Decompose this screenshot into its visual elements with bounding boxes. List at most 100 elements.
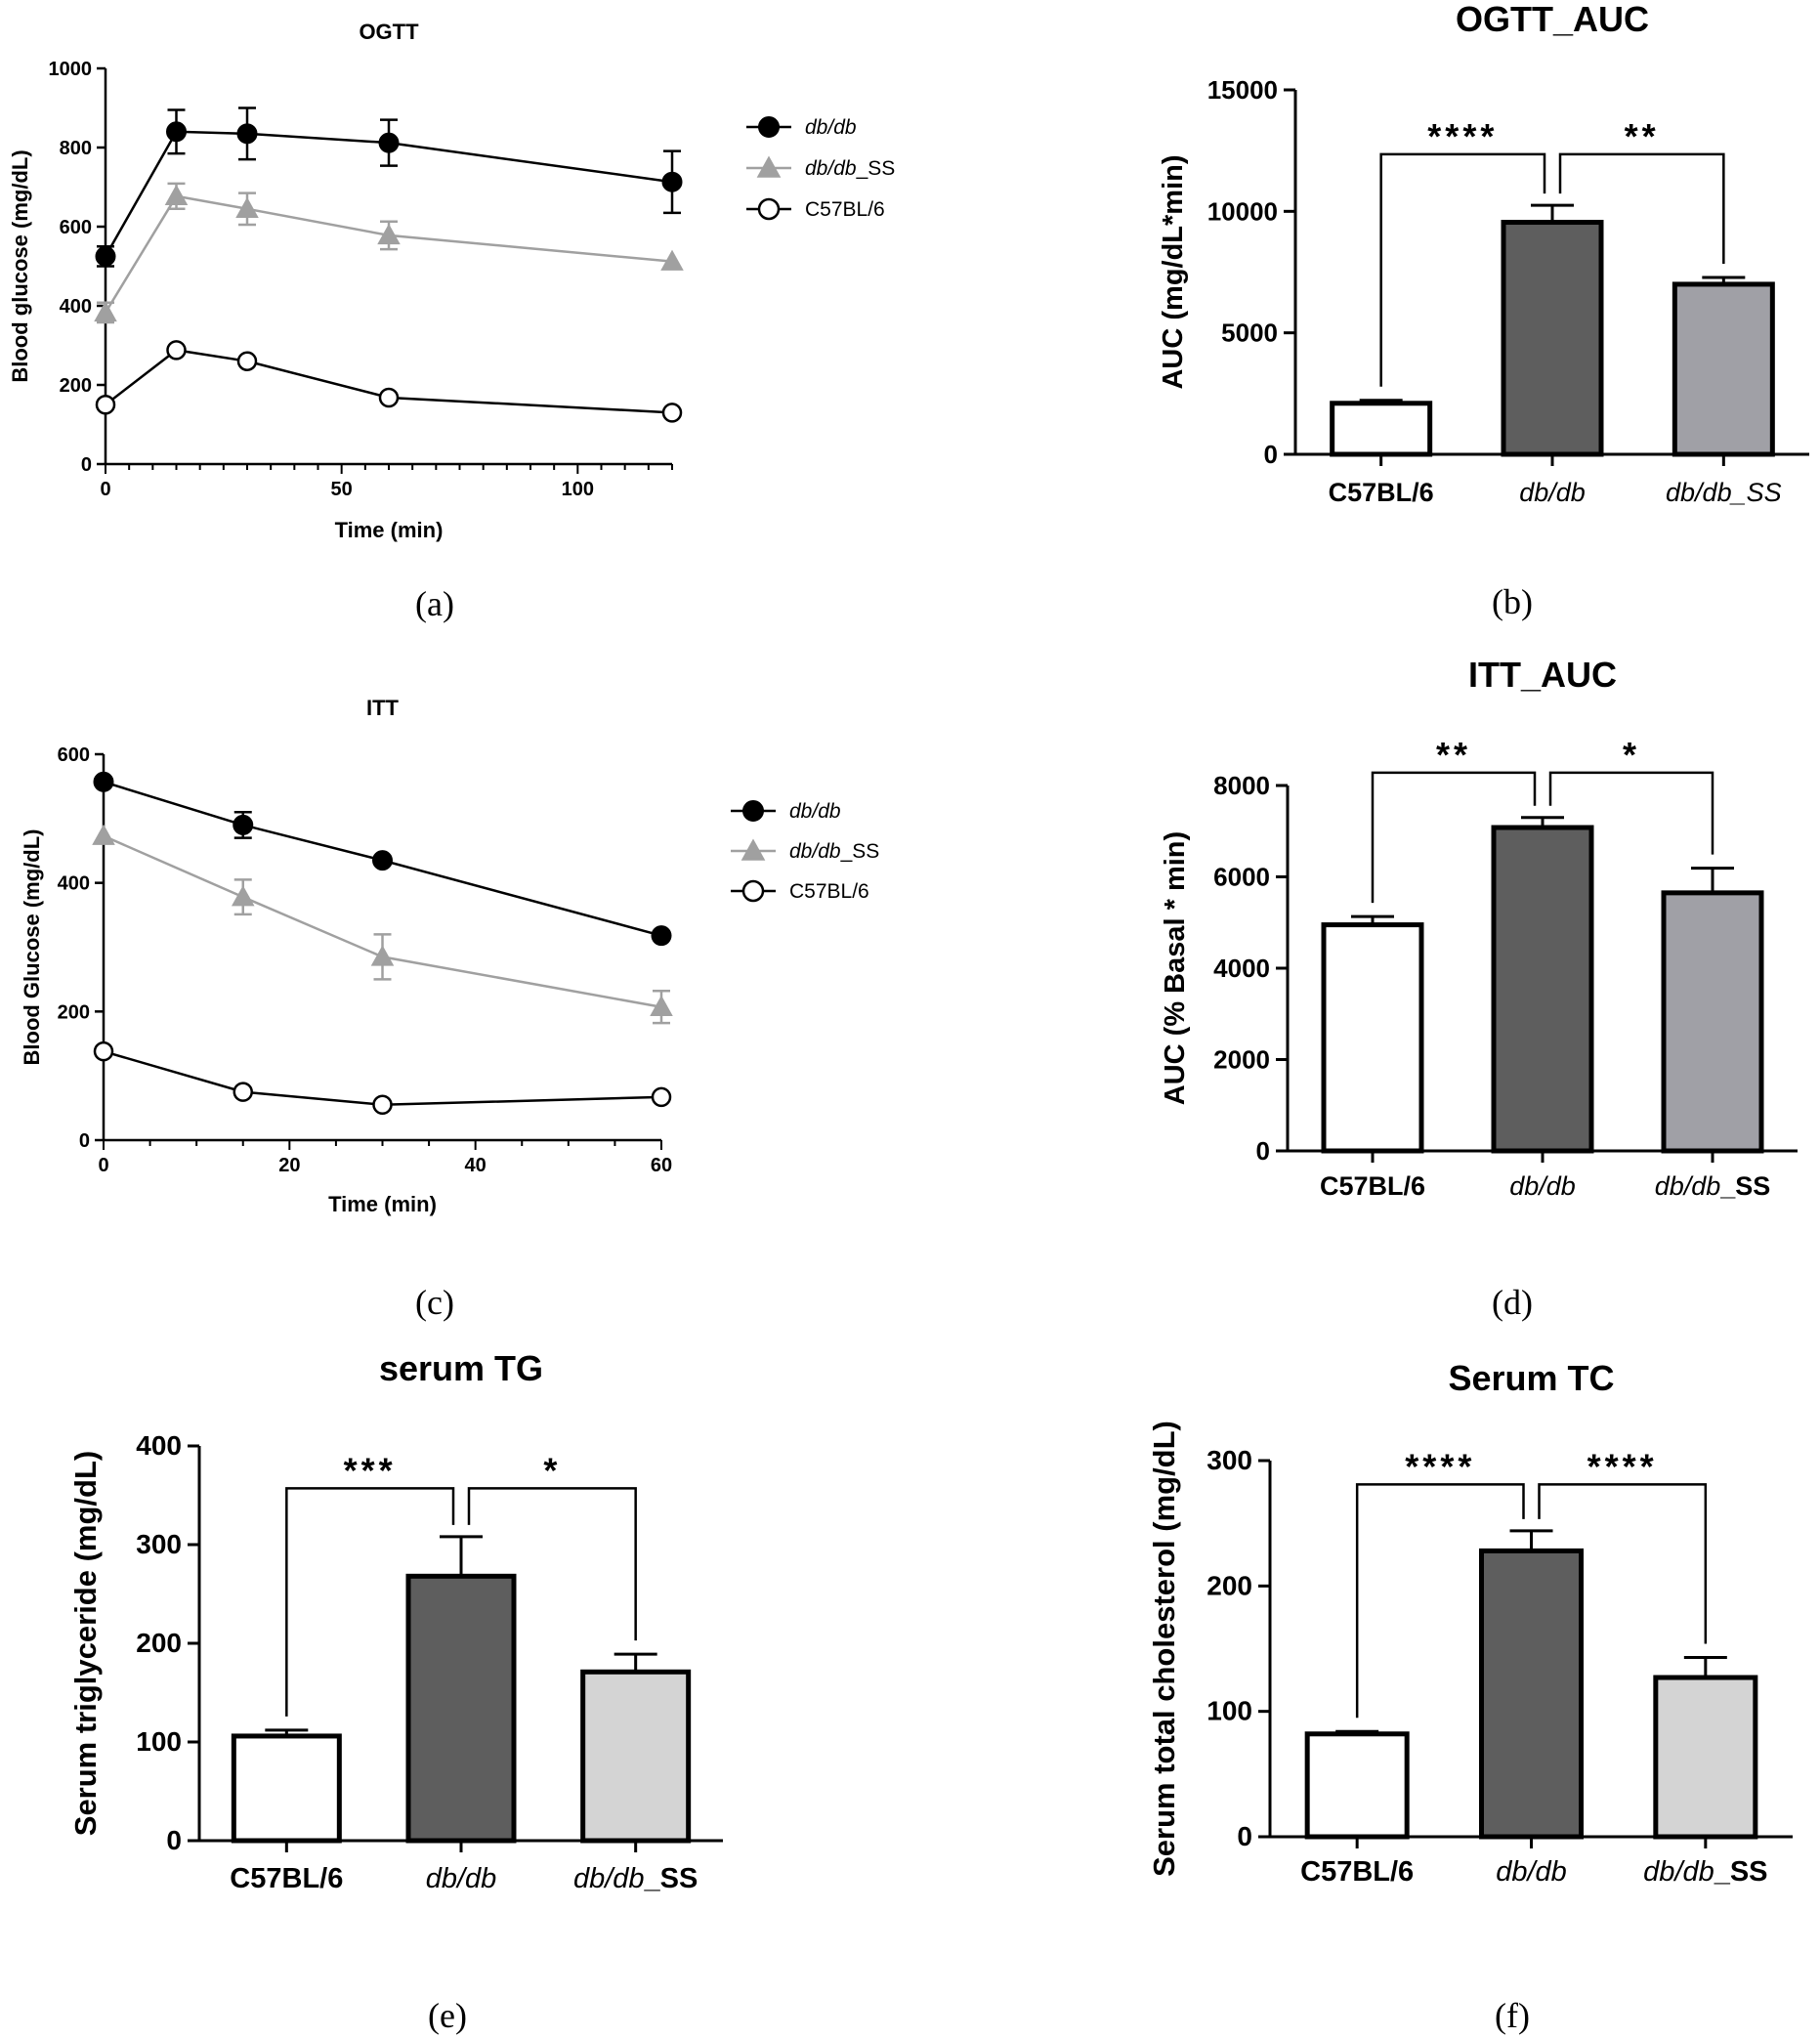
y-tick-label: 600 bbox=[60, 217, 92, 238]
bar-db/db_SS bbox=[580, 1669, 692, 1844]
significance-bracket bbox=[1379, 152, 1546, 387]
y-tick-label: 15000 bbox=[1207, 75, 1278, 105]
x-tick-label-suffix: _SS bbox=[1719, 1171, 1770, 1201]
legend-label: db/db bbox=[789, 800, 841, 823]
y-tick-label: 0 bbox=[1256, 1136, 1270, 1166]
x-tick-label: db/db_SS bbox=[1655, 1171, 1771, 1201]
data-point bbox=[377, 223, 401, 245]
bar-C57BL/6 bbox=[1304, 1731, 1410, 1840]
x-axis-label: Time (min) bbox=[328, 1192, 437, 1216]
data-point bbox=[378, 132, 400, 153]
bar-C57BL/6 bbox=[1321, 922, 1424, 1154]
y-tick-label: 300 bbox=[1206, 1445, 1252, 1475]
legend-label-main: db/db bbox=[789, 800, 841, 823]
x-tick-label: C57BL/6 bbox=[230, 1863, 343, 1894]
panel-caption: (d) bbox=[1492, 1283, 1533, 1322]
significance-bracket bbox=[1355, 1483, 1525, 1719]
data-point bbox=[95, 395, 116, 415]
chart-c: ITT 0 200 400 600 0 20 40 60 Time (min) Blood Gluc… bbox=[20, 696, 879, 1322]
x-tick-label-main: db/db bbox=[1509, 1171, 1576, 1201]
x-tick-label: C57BL/6 bbox=[1320, 1171, 1425, 1201]
y-tick-label: 1000 bbox=[49, 59, 93, 80]
y-tick-label: 2000 bbox=[1213, 1045, 1270, 1075]
legend-label-suffix: C57BL/6 bbox=[805, 198, 885, 221]
series-C57BL/6 bbox=[95, 340, 683, 423]
x-tick-label-main: db/db_SS bbox=[1666, 478, 1782, 507]
x-tick-label-main: db/db bbox=[1655, 1171, 1721, 1201]
legend-marker bbox=[741, 838, 766, 861]
y-tick-label: 4000 bbox=[1213, 954, 1270, 983]
significance-bracket bbox=[1558, 152, 1725, 264]
legend-label: db/db_SS bbox=[789, 840, 879, 863]
y-tick-label: 0 bbox=[1264, 440, 1278, 469]
y-tick-label: 800 bbox=[60, 138, 92, 159]
series-db/db bbox=[93, 771, 672, 947]
data-point bbox=[166, 121, 187, 143]
x-tick-label-main: db/db bbox=[1643, 1856, 1714, 1888]
chart-e: serum TG 0 100 200 300 400 Serum triglyceride … bbox=[68, 1348, 723, 2035]
y-axis-label: Blood Glucose (mg/dL) bbox=[20, 829, 44, 1066]
significance-bracket bbox=[285, 1487, 455, 1717]
significance-label: **** bbox=[1427, 116, 1498, 156]
significance-label: **** bbox=[1405, 1446, 1475, 1486]
x-tick-label: db/db_SS bbox=[573, 1863, 698, 1894]
data-point bbox=[661, 403, 683, 423]
panel-caption: (f) bbox=[1495, 1996, 1530, 2035]
y-tick-label: 5000 bbox=[1221, 318, 1278, 348]
y-tick-label: 0 bbox=[81, 454, 92, 476]
x-tick-label: 60 bbox=[651, 1155, 672, 1176]
data-point bbox=[233, 814, 254, 835]
significance-bracket bbox=[467, 1487, 637, 1641]
y-tick-label: 400 bbox=[58, 873, 90, 895]
bar-C57BL/6 bbox=[1330, 401, 1433, 457]
significance-bracket bbox=[1548, 771, 1714, 855]
y-tick-label: 6000 bbox=[1213, 863, 1270, 892]
series-line bbox=[103, 781, 662, 937]
x-tick-label: 100 bbox=[562, 479, 594, 500]
data-point bbox=[651, 1086, 672, 1108]
y-tick-label: 100 bbox=[136, 1726, 182, 1757]
y-tick-label: 0 bbox=[1237, 1821, 1252, 1851]
chart-title: serum TG bbox=[379, 1348, 543, 1388]
legend-marker bbox=[742, 800, 764, 822]
significance-label: * bbox=[543, 1450, 561, 1490]
data-point bbox=[370, 945, 395, 966]
data-point bbox=[235, 196, 259, 219]
y-tick-label: 200 bbox=[58, 1001, 90, 1023]
data-point bbox=[660, 249, 684, 271]
y-tick-label: 300 bbox=[136, 1529, 182, 1559]
chart-title: Serum TC bbox=[1448, 1358, 1614, 1398]
legend-label: C57BL/6 bbox=[805, 198, 885, 221]
data-point bbox=[94, 300, 117, 322]
y-axis-label: AUC (% Basal * min) bbox=[1160, 831, 1191, 1105]
y-tick-label: 200 bbox=[1206, 1570, 1252, 1600]
legend-label: db/db bbox=[805, 116, 857, 139]
chart-f: Serum TC 0 100 200 300 Serum total cholestero… bbox=[1147, 1358, 1793, 2035]
x-axis-label: Time (min) bbox=[335, 518, 444, 542]
y-axis-label: AUC (mg/dL*min) bbox=[1158, 154, 1189, 389]
significance-bracket bbox=[1538, 1483, 1708, 1644]
data-point bbox=[233, 1082, 253, 1102]
x-tick-label: db/db bbox=[1519, 478, 1586, 507]
legend-marker bbox=[741, 879, 765, 903]
y-tick-label: 0 bbox=[79, 1130, 90, 1152]
data-point bbox=[93, 771, 114, 792]
y-axis-label: Blood glucose (mg/dL) bbox=[8, 149, 32, 382]
y-tick-label: 0 bbox=[166, 1825, 182, 1855]
x-tick-label: 50 bbox=[331, 479, 353, 500]
data-point bbox=[166, 340, 187, 361]
legend-marker bbox=[757, 197, 781, 221]
x-tick-label-suffix: _SS bbox=[644, 1863, 698, 1894]
legend-label-suffix: _SS bbox=[840, 840, 880, 863]
series-db/db bbox=[95, 106, 683, 268]
bar-C57BL/6 bbox=[231, 1733, 342, 1844]
series-db/db_SS bbox=[92, 824, 673, 1025]
x-tick-label: db/db_SS bbox=[1643, 1856, 1767, 1888]
x-tick-label-main: C57BL/6 bbox=[230, 1863, 343, 1894]
y-tick-label: 100 bbox=[1206, 1696, 1252, 1726]
x-tick-label: db/db bbox=[426, 1863, 497, 1894]
series-line bbox=[103, 834, 662, 1008]
x-tick-label: 0 bbox=[98, 1155, 108, 1176]
x-tick-label: 0 bbox=[100, 479, 110, 500]
